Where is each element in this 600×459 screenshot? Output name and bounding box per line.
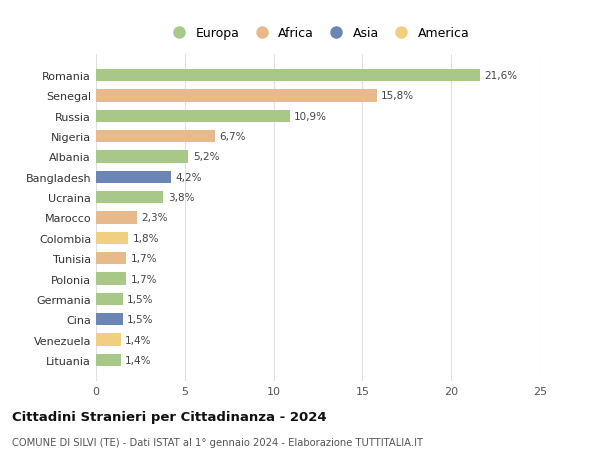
Text: 5,2%: 5,2% bbox=[193, 152, 219, 162]
Text: 1,5%: 1,5% bbox=[127, 314, 154, 325]
Text: 1,5%: 1,5% bbox=[127, 294, 154, 304]
Text: 1,4%: 1,4% bbox=[125, 355, 152, 365]
Bar bbox=[96, 354, 121, 366]
Bar bbox=[96, 111, 290, 123]
Legend: Europa, Africa, Asia, America: Europa, Africa, Asia, America bbox=[161, 22, 475, 45]
Text: 1,7%: 1,7% bbox=[131, 274, 157, 284]
Bar bbox=[96, 313, 122, 325]
Text: 15,8%: 15,8% bbox=[381, 91, 414, 101]
Text: 2,3%: 2,3% bbox=[141, 213, 168, 223]
Text: Cittadini Stranieri per Cittadinanza - 2024: Cittadini Stranieri per Cittadinanza - 2… bbox=[12, 410, 326, 423]
Bar bbox=[96, 70, 479, 82]
Text: 1,7%: 1,7% bbox=[131, 254, 157, 263]
Text: 10,9%: 10,9% bbox=[294, 112, 327, 122]
Text: 6,7%: 6,7% bbox=[220, 132, 246, 142]
Text: 1,4%: 1,4% bbox=[125, 335, 152, 345]
Bar bbox=[96, 232, 128, 244]
Text: 21,6%: 21,6% bbox=[484, 71, 517, 81]
Bar bbox=[96, 171, 170, 184]
Text: COMUNE DI SILVI (TE) - Dati ISTAT al 1° gennaio 2024 - Elaborazione TUTTITALIA.I: COMUNE DI SILVI (TE) - Dati ISTAT al 1° … bbox=[12, 437, 423, 447]
Text: 1,8%: 1,8% bbox=[133, 233, 159, 243]
Text: 3,8%: 3,8% bbox=[168, 193, 194, 203]
Bar bbox=[96, 273, 126, 285]
Bar bbox=[96, 90, 377, 102]
Bar bbox=[96, 293, 122, 305]
Bar bbox=[96, 192, 163, 204]
Bar bbox=[96, 151, 188, 163]
Bar bbox=[96, 334, 121, 346]
Bar bbox=[96, 252, 126, 265]
Bar bbox=[96, 131, 215, 143]
Bar bbox=[96, 212, 137, 224]
Text: 4,2%: 4,2% bbox=[175, 173, 202, 182]
